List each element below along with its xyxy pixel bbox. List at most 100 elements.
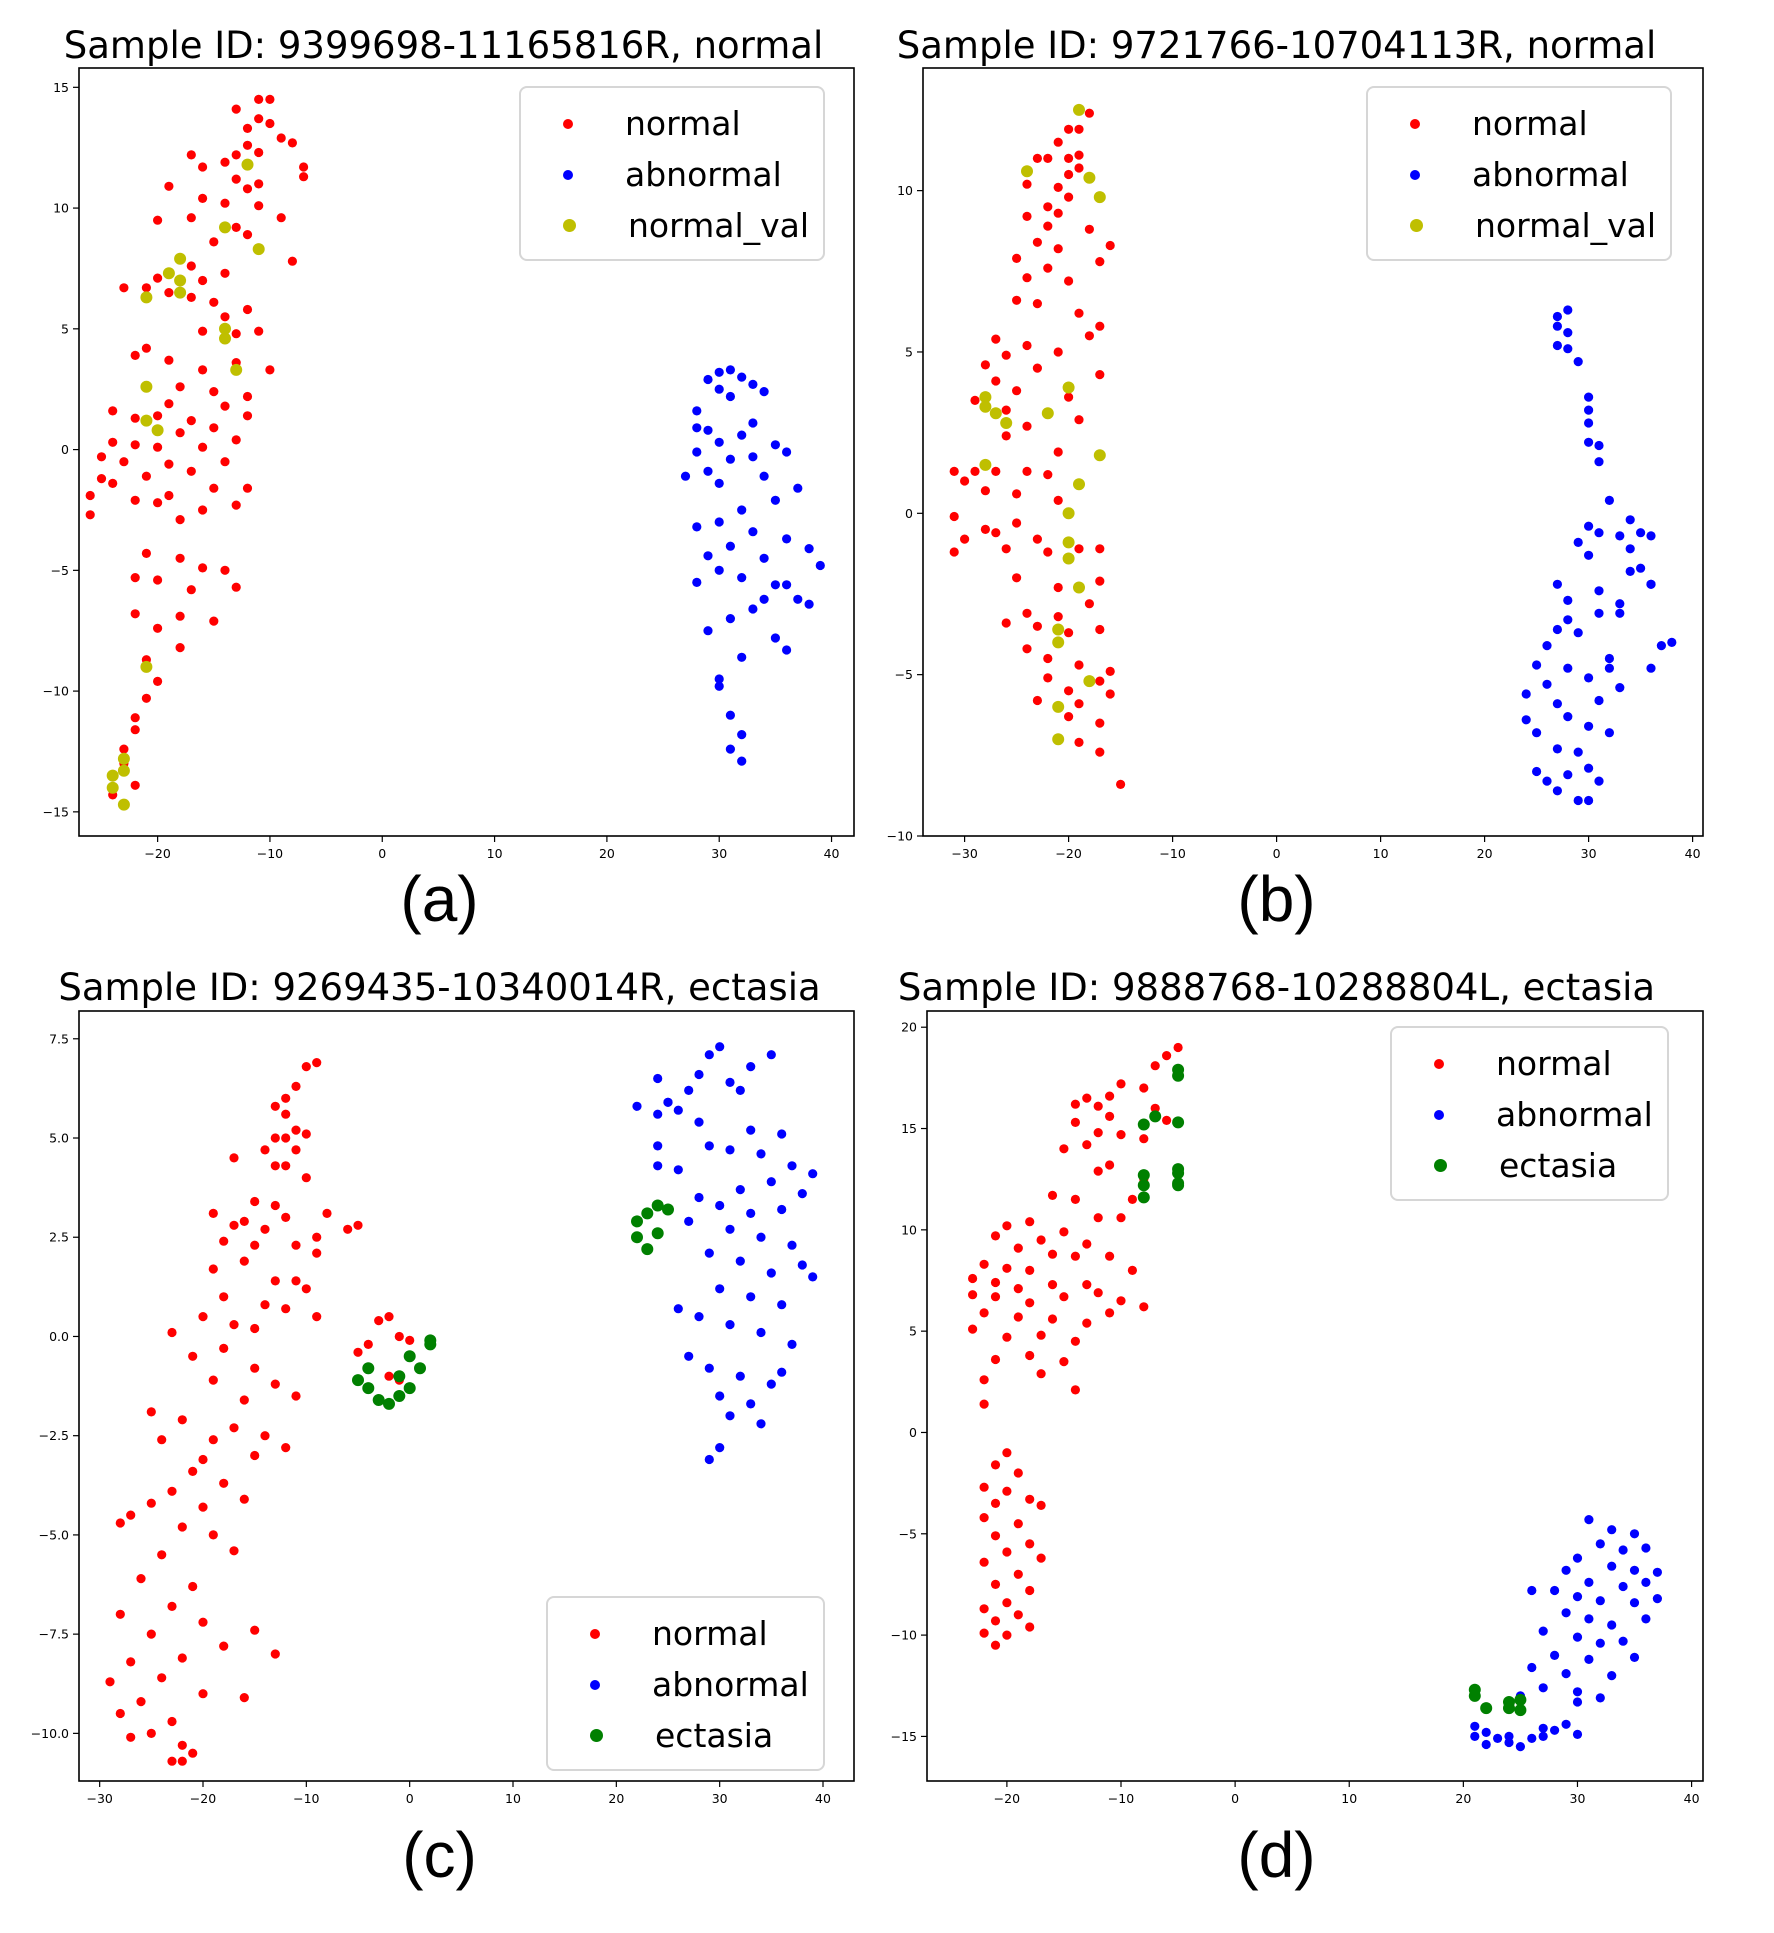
data-point	[968, 1290, 978, 1300]
data-point	[1073, 478, 1085, 491]
data-point	[85, 490, 95, 501]
data-point	[108, 406, 118, 416]
data-point	[1025, 1622, 1035, 1632]
y-tick-label: −5	[899, 1526, 917, 1541]
data-point	[1604, 728, 1614, 738]
data-point	[209, 483, 219, 493]
data-point	[1012, 295, 1022, 305]
data-point	[714, 367, 724, 377]
legend-marker-icon	[563, 219, 576, 232]
data-point	[198, 563, 208, 573]
data-point	[188, 1466, 198, 1476]
data-point	[198, 193, 208, 203]
data-point	[1013, 1312, 1023, 1322]
y-tick-label: 0	[909, 1425, 917, 1440]
data-point	[673, 1165, 683, 1175]
data-point	[177, 1415, 187, 1425]
data-point	[641, 1207, 654, 1220]
data-point	[1584, 418, 1594, 428]
panel-caption: (b)	[1237, 863, 1316, 935]
data-point	[1032, 153, 1042, 163]
data-point	[1002, 1630, 1012, 1640]
data-point	[1047, 1249, 1058, 1259]
data-point	[1595, 1693, 1605, 1703]
data-point	[1093, 1288, 1103, 1298]
data-point	[153, 676, 163, 687]
legend-item-ectasia: ectasia	[1392, 1140, 1667, 1191]
data-point	[1604, 653, 1614, 664]
legend-label: abnormal	[625, 155, 782, 194]
data-point	[725, 454, 736, 464]
data-point	[220, 401, 230, 411]
data-point	[167, 1327, 177, 1338]
y-tick-label: 15	[901, 1121, 917, 1136]
data-point	[1584, 392, 1594, 402]
data-point	[990, 1579, 1001, 1589]
data-point	[1116, 779, 1126, 790]
data-point	[1052, 623, 1065, 636]
data-point	[694, 1069, 704, 1080]
data-point	[242, 140, 253, 150]
data-point	[229, 1320, 239, 1330]
legend-label: normal_val	[1475, 206, 1657, 245]
panel-d: Sample ID: 9888768-10288804L, ectasia −2…	[887, 966, 1774, 1933]
data-point	[704, 1454, 714, 1465]
data-point	[105, 1677, 115, 1687]
data-point	[219, 221, 231, 234]
data-point	[684, 1216, 694, 1226]
data-point	[1000, 417, 1013, 429]
data-point	[1047, 1314, 1058, 1324]
legend-item-abnormal: abnormal	[1368, 149, 1670, 200]
data-point	[1041, 407, 1054, 420]
data-point	[1594, 457, 1604, 467]
data-point	[186, 292, 196, 302]
data-point	[1105, 1160, 1115, 1170]
data-point	[175, 643, 185, 653]
data-point	[1013, 1569, 1023, 1579]
data-point	[1542, 641, 1552, 651]
data-point	[153, 623, 163, 633]
panel-b: Sample ID: 9721766-10704113R, normal −30…	[887, 0, 1774, 966]
data-point	[198, 275, 208, 286]
data-point	[140, 380, 153, 393]
y-tick-label: 5.0	[49, 1131, 69, 1146]
data-point	[281, 1093, 291, 1103]
data-point	[1105, 240, 1115, 251]
data-point	[1043, 547, 1053, 557]
data-point	[276, 133, 286, 143]
data-point	[1013, 1519, 1023, 1529]
data-point	[254, 94, 264, 104]
legend-label: ectasia	[1499, 1146, 1618, 1185]
y-tick-label: −2.5	[39, 1428, 69, 1443]
data-point	[119, 283, 129, 293]
data-point	[797, 1260, 807, 1270]
data-point	[403, 1350, 416, 1363]
data-point	[174, 274, 187, 287]
data-point	[231, 500, 241, 510]
series-normal	[949, 108, 1126, 790]
data-point	[759, 553, 769, 563]
data-point	[254, 201, 264, 211]
data-point	[198, 1454, 208, 1465]
x-tick-label: −20	[190, 1791, 216, 1806]
data-point	[1084, 331, 1094, 341]
data-point	[136, 1697, 146, 1707]
data-point	[115, 1708, 125, 1719]
data-point	[1043, 221, 1053, 231]
legend-item-abnormal: abnormal	[548, 1659, 823, 1710]
data-point	[281, 1212, 291, 1222]
data-point	[209, 423, 219, 433]
data-point	[1095, 544, 1105, 554]
data-point	[1025, 1539, 1035, 1549]
data-point	[242, 123, 253, 133]
data-point	[1594, 528, 1604, 538]
data-point	[287, 256, 297, 266]
legend-label: normal	[1496, 1044, 1612, 1083]
data-point	[126, 1657, 136, 1667]
data-point	[1095, 676, 1105, 686]
data-point	[220, 565, 230, 575]
data-point	[725, 391, 736, 402]
x-tick-label: −30	[951, 846, 977, 861]
data-point	[1137, 1169, 1150, 1182]
data-point	[219, 1236, 229, 1246]
